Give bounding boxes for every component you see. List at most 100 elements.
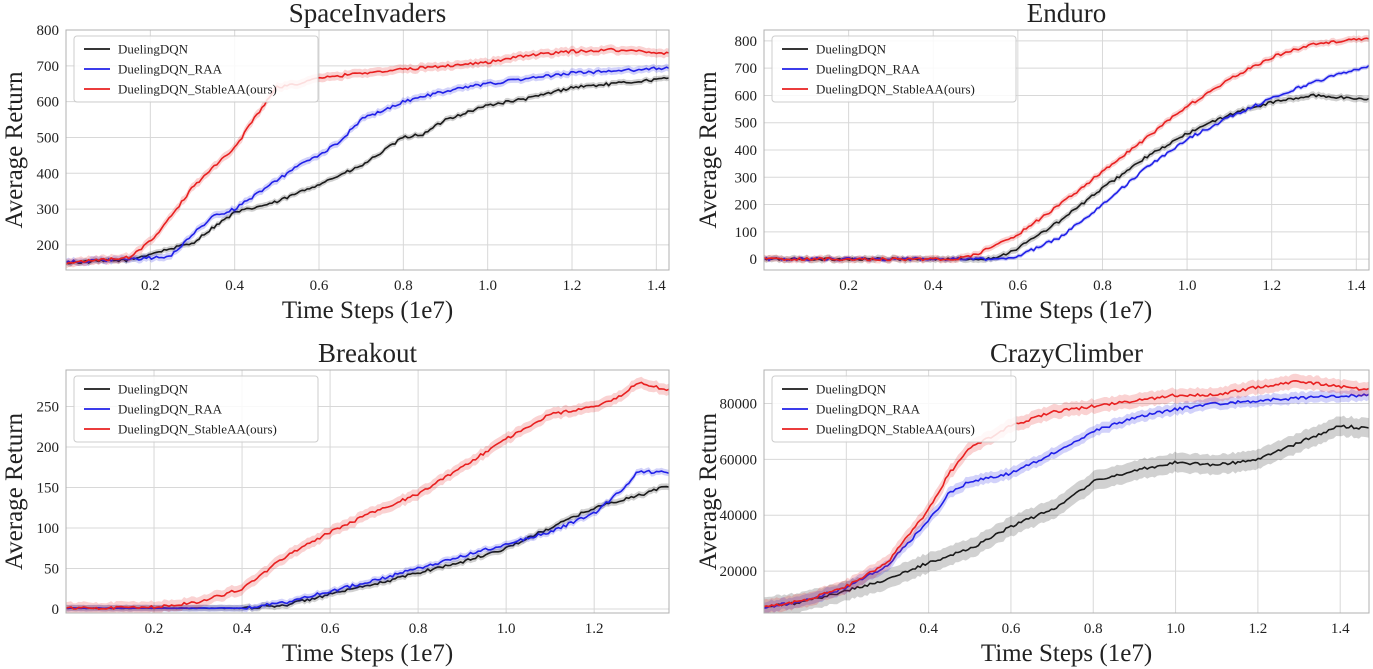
legend: DuelingDQN DuelingDQN_RAA DuelingDQN_Stabl… — [771, 35, 1017, 103]
series-band-0 — [66, 483, 669, 612]
legend-label: DuelingDQN_RAA — [118, 402, 223, 417]
y-tick-label: 50 — [44, 561, 59, 577]
y-tick-label: 500 — [37, 130, 60, 146]
legend: DuelingDQN DuelingDQN_RAA DuelingDQN_Stabl… — [73, 35, 319, 103]
y-tick-label: 600 — [37, 95, 60, 111]
legend-label: DuelingDQN — [816, 42, 887, 57]
y-tick-label: 100 — [735, 225, 758, 241]
series-band-2 — [66, 376, 669, 613]
legend: DuelingDQN DuelingDQN_RAA DuelingDQN_Stabl… — [73, 375, 319, 443]
x-tick-label: 0.2 — [837, 621, 856, 637]
chart-title: Enduro — [1027, 0, 1106, 28]
plot-frame — [763, 29, 1370, 271]
legend-label: DuelingDQN — [816, 382, 887, 397]
y-axis-label: Average Return — [695, 71, 722, 229]
x-tick-label: 1.0 — [1178, 278, 1197, 294]
y-tick-label: 600 — [735, 88, 758, 104]
legend-label: DuelingDQN_StableAA(ours) — [118, 422, 277, 437]
chart-breakout: 0.2 0.4 0.6 0.8 1.0 1.2 0 50 100 150 200 250 Breakou… — [1, 338, 670, 667]
y-tick-label: 0 — [750, 252, 758, 268]
x-tick-label: 0.4 — [233, 621, 252, 637]
plot-area — [764, 373, 1369, 613]
y-tick-label: 800 — [735, 34, 758, 50]
x-tick-label: 0.4 — [924, 278, 943, 294]
x-tick-label: 1.0 — [1166, 621, 1185, 637]
legend-box — [73, 375, 319, 443]
legend-label: DuelingDQN_RAA — [816, 402, 921, 417]
legend-box — [73, 35, 319, 103]
x-tick-label: 0.6 — [310, 278, 329, 294]
legend-label: DuelingDQN_RAA — [118, 62, 223, 77]
x-axis-label: Time Steps (1e7) — [981, 297, 1152, 324]
legend-label: DuelingDQN — [118, 382, 189, 397]
plot-frame — [65, 369, 670, 614]
y-tick-label: 200 — [37, 440, 60, 456]
y-tick-label: 80000 — [720, 397, 758, 413]
x-tick-label: 0.2 — [141, 278, 160, 294]
series-line-2 — [66, 381, 669, 611]
x-tick-label: 0.4 — [225, 278, 244, 294]
y-tick-label: 60000 — [720, 452, 758, 468]
x-tick-label: 0.8 — [1084, 621, 1103, 637]
legend-box — [771, 35, 1017, 103]
y-tick-label: 800 — [37, 23, 60, 39]
legend: DuelingDQN DuelingDQN_RAA DuelingDQN_Stabl… — [771, 375, 1017, 443]
plot-area — [764, 34, 1369, 264]
x-tick-label: 1.2 — [1249, 621, 1268, 637]
legend-label: DuelingDQN_StableAA(ours) — [118, 82, 277, 97]
x-tick-label: 1.0 — [478, 278, 497, 294]
series-band-1 — [764, 388, 1369, 613]
legend-label: DuelingDQN_StableAA(ours) — [816, 82, 975, 97]
y-tick-label: 40000 — [720, 508, 758, 524]
series-band-1 — [66, 63, 669, 267]
series-line-0 — [66, 76, 669, 265]
x-tick-label: 1.2 — [1262, 278, 1281, 294]
legend-label: DuelingDQN_StableAA(ours) — [816, 422, 975, 437]
series-line-2 — [66, 47, 669, 265]
legend-box — [771, 375, 1017, 443]
chart-title: Breakout — [318, 338, 417, 368]
y-tick-label: 700 — [37, 59, 60, 75]
chart-title: CrazyClimber — [990, 338, 1143, 368]
y-axis-label: Average Return — [1, 71, 28, 229]
y-tick-label: 700 — [735, 61, 758, 77]
series-band-2 — [764, 373, 1369, 613]
x-tick-label: 1.0 — [497, 621, 516, 637]
y-tick-label: 200 — [37, 238, 60, 254]
y-tick-label: 300 — [735, 170, 758, 186]
y-axis-label: Average Return — [695, 412, 722, 570]
y-tick-label: 500 — [735, 116, 758, 132]
chart-enduro: 0.2 0.4 0.6 0.8 1.0 1.2 1.4 0 100 200 300 400 500 600… — [695, 0, 1370, 324]
chart-spaceinvaders: 0.2 0.4 0.6 0.8 1.0 1.2 1.4 200 300 400 500 600 700 8… — [1, 0, 670, 324]
x-tick-label: 1.2 — [563, 278, 582, 294]
y-tick-label: 300 — [37, 202, 60, 218]
x-tick-label: 1.2 — [585, 621, 604, 637]
y-tick-label: 100 — [37, 521, 60, 537]
x-tick-label: 1.4 — [1347, 278, 1366, 294]
x-tick-label: 0.6 — [1002, 621, 1021, 637]
x-axis-label: Time Steps (1e7) — [282, 640, 453, 667]
y-axis-label: Average Return — [1, 412, 28, 570]
y-tick-label: 400 — [735, 143, 758, 159]
series-line-1 — [66, 66, 669, 264]
series-line-2 — [764, 37, 1369, 262]
plot-area — [66, 376, 669, 613]
x-tick-label: 0.8 — [409, 621, 428, 637]
series-line-2 — [764, 379, 1369, 608]
x-axis-label: Time Steps (1e7) — [981, 640, 1152, 667]
x-tick-label: 0.2 — [839, 278, 858, 294]
plot-frame — [763, 369, 1370, 614]
x-tick-label: 0.4 — [919, 621, 938, 637]
chart-title: SpaceInvaders — [289, 0, 446, 28]
x-tick-label: 0.6 — [321, 621, 340, 637]
chart-crazyclimber: 0.2 0.4 0.6 0.8 1.0 1.2 1.4 20000 40000 60000 8000… — [695, 338, 1370, 667]
y-tick-label: 200 — [735, 198, 758, 214]
x-tick-label: 1.4 — [647, 278, 666, 294]
y-tick-label: 400 — [37, 166, 60, 182]
series-line-0 — [764, 424, 1369, 608]
series-band-1 — [66, 467, 669, 613]
x-tick-label: 0.6 — [1008, 278, 1027, 294]
x-tick-label: 1.4 — [1331, 621, 1350, 637]
plot-frame — [65, 29, 670, 271]
